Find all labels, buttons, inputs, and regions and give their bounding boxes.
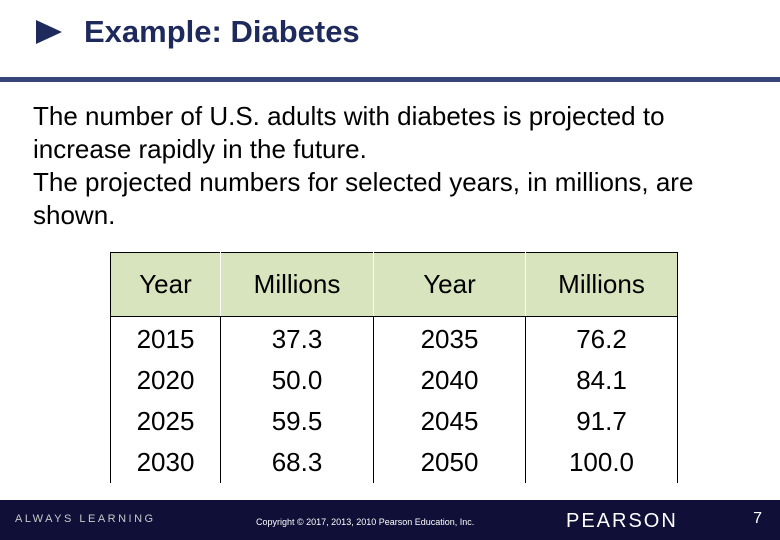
slide-title: Example: Diabetes xyxy=(84,14,360,49)
table-cell: 84.1 xyxy=(576,365,627,395)
play-triangle-icon xyxy=(36,20,62,44)
slide-title-row: Example: Diabetes xyxy=(36,14,360,50)
body-line: The projected numbers for selected years… xyxy=(33,167,694,197)
table-cell: 91.7 xyxy=(576,406,627,436)
body-line: shown. xyxy=(33,200,116,230)
millions-column-2: 76.2 84.1 91.7 100.0 xyxy=(525,316,678,483)
millions-column-1: 37.3 50.0 59.5 68.3 xyxy=(220,316,374,483)
table-cell: 37.3 xyxy=(271,324,323,354)
year-column-2: 2035 2040 2045 2050 xyxy=(373,316,526,483)
table-cell: 2030 xyxy=(136,447,195,477)
footer-bar: ALWAYS LEARNING Copyright © 2017, 2013, … xyxy=(0,500,780,540)
table-cell: 50.0 xyxy=(271,365,323,395)
header-millions-2: Millions xyxy=(525,252,678,317)
table-cell: 2045 xyxy=(420,406,479,436)
table-cell: 59.5 xyxy=(271,406,323,436)
table-cell: 2025 xyxy=(136,406,195,436)
table-cell: 2040 xyxy=(420,365,479,395)
table-header-row: Year Millions Year Millions xyxy=(110,252,678,317)
header-year-1: Year xyxy=(110,252,221,317)
year-column-1: 2015 2020 2025 2030 xyxy=(110,316,221,483)
footer-tagline: ALWAYS LEARNING xyxy=(15,513,156,525)
table-cell: 2050 xyxy=(420,447,479,477)
page-number: 7 xyxy=(753,510,762,527)
table-cell: 68.3 xyxy=(271,447,323,477)
body-paragraph: The number of U.S. adults with diabetes … xyxy=(33,100,763,232)
body-line: The number of U.S. adults with diabetes … xyxy=(33,101,665,131)
title-divider xyxy=(0,77,780,82)
body-line: increase rapidly in the future. xyxy=(33,134,367,164)
header-year-2: Year xyxy=(373,252,526,317)
header-millions-1: Millions xyxy=(220,252,374,317)
table-cell: 100.0 xyxy=(568,447,635,477)
table-cell: 2015 xyxy=(136,324,195,354)
copyright-text: Copyright © 2017, 2013, 2010 Pearson Edu… xyxy=(256,517,475,527)
table-cell: 2020 xyxy=(136,365,195,395)
table-cell: 2035 xyxy=(420,324,479,354)
diabetes-projection-table: Year Millions Year Millions 2015 2020 20… xyxy=(110,252,678,483)
table-cell: 76.2 xyxy=(576,324,627,354)
pearson-logo: PEARSON xyxy=(566,510,678,532)
table-body-row: 2015 2020 2025 2030 37.3 50.0 59.5 68.3 … xyxy=(110,316,678,483)
